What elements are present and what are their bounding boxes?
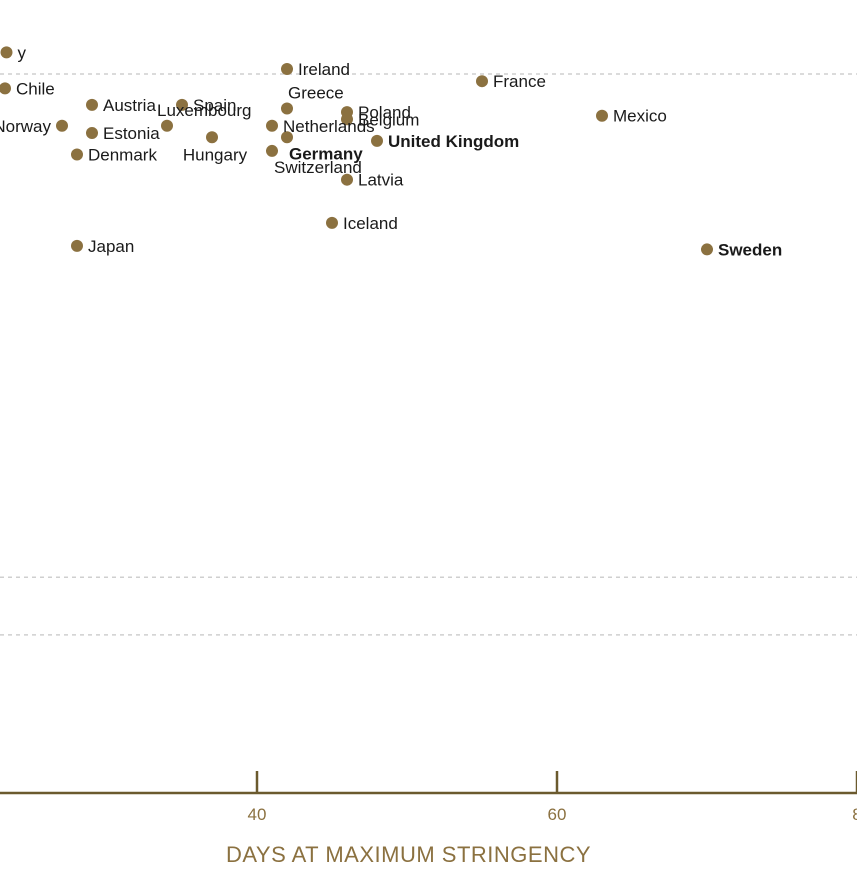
label-greece: Greece	[288, 84, 344, 103]
label-germany: Germany	[289, 144, 363, 163]
label-latvia: Latvia	[358, 171, 404, 190]
x-axis-title: DAYS AT MAXIMUM STRINGENCY	[225, 842, 592, 867]
x-tick-label-1: 60	[548, 805, 567, 824]
label-mexico: Mexico	[613, 107, 667, 126]
point-france	[476, 75, 488, 88]
label-netherlands: Netherlands	[283, 117, 375, 136]
point-y	[0, 46, 13, 59]
point-austria	[86, 98, 98, 111]
point-netherlands	[266, 119, 278, 132]
label-luxembourg: Luxembourg	[157, 101, 252, 120]
label-spain: Spain	[193, 96, 236, 115]
label-norway: Norway	[0, 117, 51, 136]
point-sweden	[701, 243, 713, 256]
point-germany	[281, 131, 293, 144]
label-france: France	[493, 72, 546, 91]
gridlines	[0, 73, 857, 636]
x-tick-label-0: 40	[248, 805, 267, 824]
point-spain	[176, 98, 188, 111]
x-tick-label-2: 8	[852, 805, 857, 824]
point-united-kingdom	[371, 134, 383, 147]
label-poland: Poland	[358, 103, 411, 122]
label-ireland: Ireland	[298, 60, 350, 79]
point-hungary	[206, 131, 218, 144]
label-iceland: Iceland	[343, 214, 398, 233]
point-estonia	[86, 126, 98, 139]
label-estonia: Estonia	[103, 124, 160, 143]
point-denmark	[71, 148, 83, 161]
point-switzerland	[266, 144, 278, 157]
label-hungary: Hungary	[183, 145, 248, 164]
point-japan	[71, 239, 83, 252]
label-japan: Japan	[88, 237, 134, 256]
label-denmark: Denmark	[88, 146, 157, 165]
point-labels: y Chile Ireland France Austria Spain Greece Pol…	[0, 43, 782, 259]
label-switzerland: Switzerland	[274, 158, 362, 177]
point-greece	[281, 102, 293, 115]
label-y: y	[18, 43, 27, 62]
point-luxembourg	[161, 119, 173, 132]
point-iceland	[326, 216, 338, 229]
point-norway	[56, 119, 68, 132]
point-latvia	[341, 173, 353, 186]
label-sweden: Sweden	[718, 240, 782, 259]
point-chile	[0, 82, 11, 95]
point-belgium	[341, 113, 353, 126]
data-points	[0, 46, 713, 256]
label-austria: Austria	[103, 96, 156, 115]
label-belgium: Belgium	[358, 110, 419, 129]
label-united-kingdom: United Kingdom	[388, 132, 519, 151]
x-axis: 40 60 8	[0, 771, 857, 824]
label-chile: Chile	[16, 79, 55, 98]
point-ireland	[281, 62, 293, 75]
point-mexico	[596, 109, 608, 122]
